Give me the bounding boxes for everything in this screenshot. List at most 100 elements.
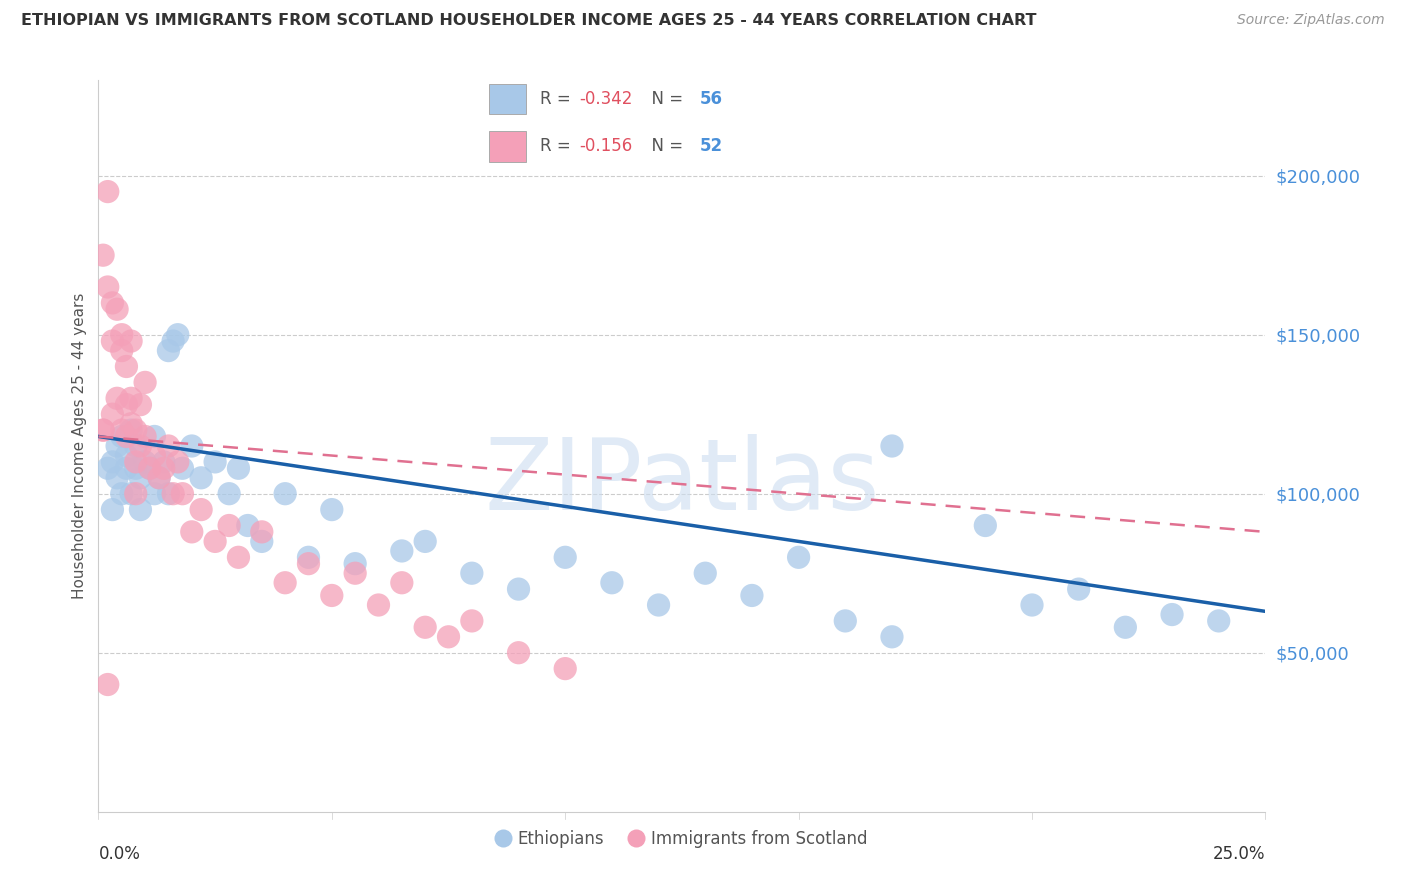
Text: ETHIOPIAN VS IMMIGRANTS FROM SCOTLAND HOUSEHOLDER INCOME AGES 25 - 44 YEARS CORR: ETHIOPIAN VS IMMIGRANTS FROM SCOTLAND HO… (21, 13, 1036, 29)
Point (461, 566, 484, 581)
Point (125, 439, 148, 453)
Text: Source: ZipAtlas.com: Source: ZipAtlas.com (1237, 13, 1385, 28)
Point (297, 550, 319, 565)
Point (129, 502, 152, 516)
Point (218, 486, 240, 500)
Point (166, 455, 188, 469)
Legend: Ethiopians, Immigrants from Scotland: Ethiopians, Immigrants from Scotland (489, 823, 875, 855)
Point (391, 575, 413, 590)
Point (120, 423, 142, 437)
Point (600, 575, 623, 590)
Point (880, 630, 903, 644)
Text: 56: 56 (700, 90, 723, 108)
Point (91, 248, 114, 262)
Point (344, 557, 367, 571)
Point (172, 461, 194, 475)
Point (413, 620, 436, 634)
Point (162, 334, 184, 348)
Point (115, 461, 138, 475)
Point (115, 429, 138, 443)
Point (111, 423, 134, 437)
Point (461, 614, 484, 628)
Point (115, 359, 138, 374)
Point (91, 423, 114, 437)
Point (134, 455, 156, 469)
Point (115, 398, 138, 412)
Point (162, 486, 184, 500)
Point (143, 486, 166, 500)
Point (190, 502, 212, 516)
Point (554, 662, 576, 676)
Point (101, 334, 124, 348)
Point (228, 461, 250, 475)
Point (974, 518, 997, 533)
Point (143, 429, 166, 443)
Point (180, 439, 202, 453)
Point (105, 439, 128, 453)
Point (236, 518, 259, 533)
Point (105, 392, 128, 406)
Point (120, 486, 142, 500)
Point (180, 524, 202, 539)
Text: 0.0%: 0.0% (98, 845, 141, 863)
Point (218, 518, 240, 533)
Point (148, 471, 170, 485)
Point (125, 486, 148, 500)
Point (413, 534, 436, 549)
Point (250, 534, 273, 549)
Point (274, 486, 297, 500)
Point (297, 557, 319, 571)
Point (111, 486, 134, 500)
Point (166, 327, 188, 342)
Point (152, 461, 174, 475)
Point (105, 302, 128, 317)
Point (97, 280, 120, 294)
Point (120, 334, 142, 348)
Point (125, 423, 148, 437)
Point (391, 544, 413, 558)
Point (157, 439, 180, 453)
Point (97, 461, 120, 475)
Point (344, 566, 367, 581)
Point (143, 449, 166, 463)
Text: R =: R = (540, 90, 576, 108)
Point (125, 455, 148, 469)
Text: R =: R = (540, 137, 576, 155)
Point (152, 455, 174, 469)
Point (1114, 620, 1136, 634)
Point (115, 449, 138, 463)
Point (134, 376, 156, 390)
Point (695, 566, 717, 581)
Point (647, 598, 669, 612)
Point (101, 455, 124, 469)
Point (97, 185, 120, 199)
Point (437, 630, 460, 644)
Point (204, 534, 226, 549)
Point (105, 471, 128, 485)
Point (129, 398, 152, 412)
Point (111, 327, 134, 342)
Point (1021, 598, 1043, 612)
Point (321, 589, 343, 603)
Point (148, 471, 170, 485)
Point (228, 550, 250, 565)
Text: ZIPatlas: ZIPatlas (484, 434, 880, 531)
Point (129, 439, 152, 453)
Text: 52: 52 (700, 137, 723, 155)
Point (134, 429, 156, 443)
Point (157, 486, 180, 500)
Point (111, 343, 134, 358)
Point (1067, 582, 1090, 596)
Point (1161, 607, 1184, 622)
Text: N =: N = (641, 137, 689, 155)
Point (125, 461, 148, 475)
Point (880, 439, 903, 453)
Point (204, 455, 226, 469)
Point (139, 461, 162, 475)
Point (111, 429, 134, 443)
Point (91, 423, 114, 437)
Point (101, 407, 124, 421)
Point (274, 575, 297, 590)
Point (508, 582, 530, 596)
Point (367, 598, 389, 612)
